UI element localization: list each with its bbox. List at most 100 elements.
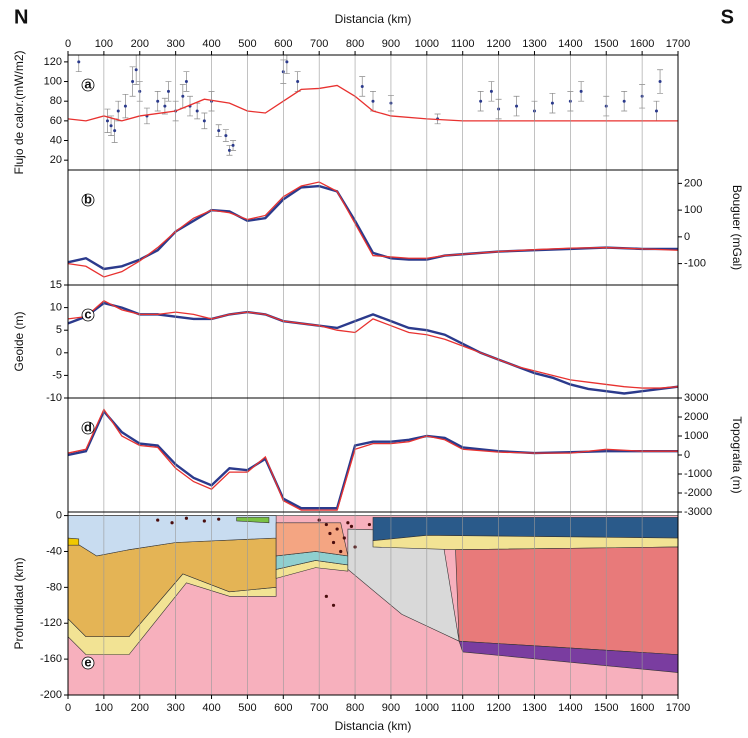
- profile-line: [68, 181, 678, 278]
- earthquake: [328, 531, 332, 536]
- x-tick-label: 0: [65, 702, 71, 714]
- data-point: [515, 104, 519, 108]
- layer: [455, 546, 678, 655]
- y-axis-label: Bouguer (mGal): [730, 185, 744, 270]
- y-tick-label: 3000: [684, 392, 708, 404]
- data-point: [579, 89, 583, 93]
- y-tick-label: -100: [684, 258, 706, 270]
- data-point: [224, 134, 228, 138]
- x-tick-label: 1500: [594, 38, 618, 50]
- y-tick-label: 15: [50, 279, 62, 291]
- y-axis-label: Topografia (m): [730, 416, 744, 493]
- y-tick-label: -2000: [684, 487, 712, 499]
- earthquake: [324, 594, 328, 598]
- x-tick-label: 1400: [558, 702, 582, 714]
- data-point: [658, 80, 662, 84]
- data-point: [296, 80, 300, 84]
- panel-letter: b: [84, 191, 92, 206]
- y-axis-label: Profundidad (km): [12, 557, 26, 649]
- y-tick-label: -3000: [684, 506, 712, 518]
- y-tick-label: 5: [56, 324, 62, 336]
- x-tick-label: 700: [310, 702, 328, 714]
- y-tick-label: 40: [50, 134, 62, 146]
- y-tick-label: 0: [56, 509, 62, 521]
- y-tick-label: 0: [684, 449, 690, 461]
- earthquake: [346, 521, 350, 525]
- panel-frame: [67, 169, 679, 286]
- y-tick-label: 2000: [684, 411, 708, 423]
- panel-badge: [81, 78, 95, 92]
- x-axis-label: Distancia (km): [335, 12, 412, 26]
- panel-letter: d: [84, 419, 92, 434]
- panel-letter: a: [84, 76, 92, 91]
- profile-line: [68, 301, 678, 395]
- data-point: [227, 148, 231, 152]
- x-tick-label: 1400: [558, 38, 582, 50]
- x-tick-label: 600: [274, 702, 292, 714]
- profile-line: [68, 409, 678, 510]
- profile-line: [68, 84, 678, 122]
- x-tick-label: 300: [166, 38, 184, 50]
- y-tick-label: -5: [52, 369, 62, 381]
- panel-frame: [67, 284, 679, 399]
- y-tick-label: -1000: [684, 468, 712, 480]
- south-label: S: [721, 6, 734, 28]
- x-tick-label: 500: [238, 702, 256, 714]
- x-tick-label: 1300: [522, 38, 546, 50]
- x-tick-label: 800: [346, 702, 364, 714]
- x-tick-label: 1000: [415, 702, 439, 714]
- earthquake: [331, 603, 336, 607]
- y-tick-label: 80: [50, 95, 62, 107]
- x-tick-label: 600: [274, 38, 292, 50]
- x-tick-label: 1500: [594, 702, 618, 714]
- data-point: [550, 101, 554, 105]
- earthquake: [342, 536, 346, 540]
- y-tick-label: 1000: [684, 430, 708, 442]
- y-axis-label: Flujo de calor.(mW/m2): [12, 50, 26, 174]
- data-point: [202, 119, 206, 123]
- y-axis-label: Geoide (m): [12, 311, 26, 371]
- earthquake: [170, 521, 174, 525]
- plot-area: [68, 55, 678, 156]
- x-tick-label: 900: [382, 38, 400, 50]
- plot-area: [68, 181, 678, 278]
- panel-badge: [81, 193, 95, 207]
- data-point: [116, 109, 120, 113]
- earthquake: [331, 540, 336, 545]
- x-tick-label: 1200: [486, 702, 510, 714]
- x-tick-label: 1100: [451, 38, 475, 50]
- y-tick-label: -40: [46, 545, 62, 557]
- layer: [275, 522, 349, 557]
- data-point: [622, 99, 626, 103]
- data-point: [166, 89, 170, 93]
- earthquake: [156, 518, 160, 522]
- data-point: [217, 129, 221, 133]
- y-tick-label: -80: [46, 581, 62, 593]
- x-tick-label: 900: [382, 702, 400, 714]
- data-point: [654, 109, 658, 113]
- data-point: [123, 104, 127, 108]
- x-tick-label: 100: [95, 702, 113, 714]
- y-tick-label: -200: [40, 689, 62, 701]
- x-tick-label: 1700: [666, 38, 690, 50]
- data-point: [195, 109, 199, 113]
- plot-area: [68, 515, 678, 695]
- x-tick-label: 200: [131, 38, 149, 50]
- data-point: [181, 94, 185, 98]
- profile-line: [68, 184, 678, 271]
- data-point: [156, 99, 160, 103]
- panel-frame: [67, 397, 679, 513]
- data-point: [131, 80, 135, 84]
- panel-frame: [67, 54, 679, 171]
- x-tick-label: 100: [95, 38, 113, 50]
- data-point: [113, 129, 117, 133]
- x-tick-label: 1000: [415, 38, 439, 50]
- profile-line: [68, 408, 678, 511]
- x-axis-label: Distancia (km): [335, 719, 412, 733]
- x-tick-label: 1600: [630, 38, 654, 50]
- earthquake: [335, 527, 339, 531]
- data-point: [285, 60, 289, 64]
- panel-badge: [81, 308, 95, 322]
